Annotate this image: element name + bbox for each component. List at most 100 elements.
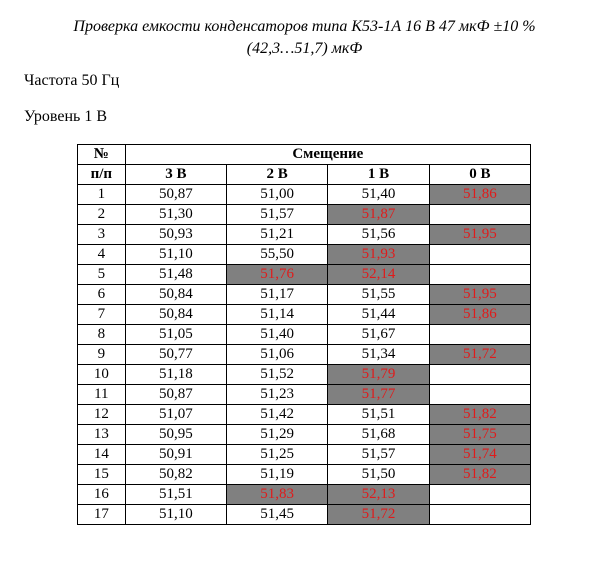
capacitance-cell: 51,06 — [225, 344, 329, 365]
capacitance-cell: 51,44 — [327, 304, 430, 325]
row-number: 12 — [77, 404, 126, 425]
table-subheader-row: п/п 3 В 2 В 1 В 0 В — [77, 164, 532, 185]
capacitance-cell: 51,51 — [124, 484, 228, 505]
capacitance-cell — [428, 244, 532, 265]
header-number-line1: № — [77, 144, 126, 165]
capacitance-cell: 51,30 — [124, 204, 228, 225]
capacitance-cell: 51,95 — [428, 284, 532, 305]
capacitance-cell — [428, 264, 532, 285]
capacitance-cell: 51,86 — [428, 184, 532, 205]
table-row: 17 51,10 51,45 51,72 — [77, 504, 532, 525]
table-row: 12 51,07 51,42 51,51 51,82 — [77, 404, 532, 425]
capacitance-cell: 51,57 — [225, 204, 329, 225]
capacitance-cell: 51,56 — [327, 224, 430, 245]
row-number: 4 — [77, 244, 126, 265]
capacitance-cell — [428, 204, 532, 225]
capacitance-cell: 52,14 — [327, 264, 430, 285]
capacitance-cell: 51,34 — [327, 344, 430, 365]
row-number: 3 — [77, 224, 126, 245]
header-col-3v: 3 В — [124, 164, 228, 185]
capacitance-cell: 51,17 — [225, 284, 329, 305]
table-row: 13 50,95 51,29 51,68 51,75 — [77, 424, 532, 445]
table-row: 11 50,87 51,23 51,77 — [77, 384, 532, 405]
table-row: 10 51,18 51,52 51,79 — [77, 364, 532, 385]
capacitance-cell: 50,87 — [124, 184, 228, 205]
capacitance-cell: 51,18 — [124, 364, 228, 385]
capacitance-cell — [428, 364, 532, 385]
capacitance-cell: 55,50 — [225, 244, 329, 265]
capacitance-cell — [428, 384, 532, 405]
table-row: 6 50,84 51,17 51,55 51,95 — [77, 284, 532, 305]
table-row: 9 50,77 51,06 51,34 51,72 — [77, 344, 532, 365]
header-number-line2: п/п — [77, 164, 126, 185]
capacitance-cell: 51,10 — [124, 504, 228, 525]
row-number: 13 — [77, 424, 126, 445]
row-number: 16 — [77, 484, 126, 505]
document-title: Проверка емкости конденсаторов типа К53-… — [0, 16, 609, 60]
title-line-2: (42,3…51,7) мкФ — [246, 40, 363, 57]
capacitance-cell: 50,93 — [124, 224, 228, 245]
capacitance-cell: 51,50 — [327, 464, 430, 485]
capacitance-cell: 51,76 — [225, 264, 329, 285]
capacitance-cell: 52,13 — [327, 484, 430, 505]
row-number: 2 — [77, 204, 126, 225]
capacitance-cell — [428, 504, 532, 525]
capacitance-cell: 51,57 — [327, 444, 430, 465]
header-bias-group: Смещение — [124, 144, 532, 165]
capacitance-cell: 51,19 — [225, 464, 329, 485]
capacitance-cell: 51,42 — [225, 404, 329, 425]
capacitance-cell: 50,84 — [124, 284, 228, 305]
capacitance-cell: 51,25 — [225, 444, 329, 465]
capacitance-cell: 51,00 — [225, 184, 329, 205]
table-row: 4 51,10 55,50 51,93 — [77, 244, 532, 265]
capacitance-cell: 51,93 — [327, 244, 430, 265]
capacitance-cell: 50,91 — [124, 444, 228, 465]
table-row: 8 51,05 51,40 51,67 — [77, 324, 532, 345]
row-number: 9 — [77, 344, 126, 365]
capacitance-table: № Смещение п/п 3 В 2 В 1 В 0 В 1 50,87 51,… — [77, 144, 532, 525]
table-row: 1 50,87 51,00 51,40 51,86 — [77, 184, 532, 205]
title-line-1: Проверка емкости конденсаторов типа К53-… — [73, 18, 536, 35]
capacitance-cell — [428, 324, 532, 345]
row-number: 11 — [77, 384, 126, 405]
capacitance-cell: 51,82 — [428, 464, 532, 485]
table-row: 2 51,30 51,57 51,87 — [77, 204, 532, 225]
row-number: 15 — [77, 464, 126, 485]
table-header-row: № Смещение — [77, 144, 532, 165]
capacitance-cell: 51,79 — [327, 364, 430, 385]
level-text: Уровень 1 В — [24, 108, 108, 125]
row-number: 10 — [77, 364, 126, 385]
row-number: 5 — [77, 264, 126, 285]
capacitance-cell: 50,87 — [124, 384, 228, 405]
capacitance-cell: 51,75 — [428, 424, 532, 445]
capacitance-cell: 51,95 — [428, 224, 532, 245]
capacitance-cell: 51,14 — [225, 304, 329, 325]
table-row: 7 50,84 51,14 51,44 51,86 — [77, 304, 532, 325]
capacitance-cell: 51,45 — [225, 504, 329, 525]
capacitance-cell: 51,07 — [124, 404, 228, 425]
frequency-text: Частота 50 Гц — [24, 72, 120, 89]
row-number: 17 — [77, 504, 126, 525]
table-body: 1 50,87 51,00 51,40 51,86 2 51,30 51,57 51,87 3 50… — [77, 184, 532, 525]
header-col-1v: 1 В — [327, 164, 430, 185]
capacitance-cell: 51,83 — [225, 484, 329, 505]
capacitance-cell: 50,95 — [124, 424, 228, 445]
capacitance-cell: 51,48 — [124, 264, 228, 285]
table-row: 3 50,93 51,21 51,56 51,95 — [77, 224, 532, 245]
header-col-2v: 2 В — [225, 164, 329, 185]
capacitance-cell: 51,05 — [124, 324, 228, 345]
table-row: 5 51,48 51,76 52,14 — [77, 264, 532, 285]
capacitance-cell: 50,77 — [124, 344, 228, 365]
capacitance-cell: 51,87 — [327, 204, 430, 225]
capacitance-cell — [428, 484, 532, 505]
table-row: 15 50,82 51,19 51,50 51,82 — [77, 464, 532, 485]
capacitance-cell: 51,29 — [225, 424, 329, 445]
capacitance-cell: 51,52 — [225, 364, 329, 385]
row-number: 7 — [77, 304, 126, 325]
capacitance-cell: 51,40 — [327, 184, 430, 205]
capacitance-cell: 51,74 — [428, 444, 532, 465]
capacitance-cell: 51,55 — [327, 284, 430, 305]
capacitance-cell: 51,68 — [327, 424, 430, 445]
capacitance-cell: 51,40 — [225, 324, 329, 345]
capacitance-cell: 51,86 — [428, 304, 532, 325]
